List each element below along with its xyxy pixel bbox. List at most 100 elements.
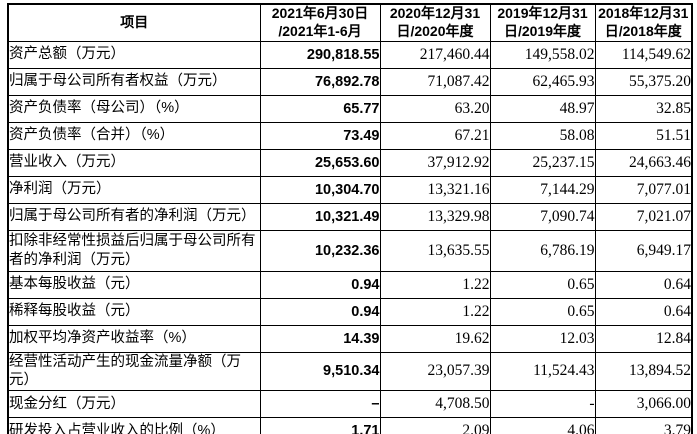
value-2021: 76,892.78 [259,67,381,96]
row-label: 资产负债率（合并）（%） [7,121,261,150]
header-2021: 2021年6月30日 /2021年1-6月 [259,3,381,42]
value-2020: 217,460.44 [379,40,491,69]
value-2021: 10,232.36 [259,229,381,272]
value-2020: 37,912.92 [379,148,491,177]
header-2019-line1: 2019年12月31 [497,5,588,22]
value-2018: 7,021.07 [594,202,693,231]
table-row: 现金分红（万元） – 4,708.50 - 3,066.00 [7,390,693,419]
value-2019: 0.65 [489,297,596,326]
value-2019: 25,237.15 [489,148,596,177]
value-2021: 0.94 [259,297,381,326]
header-item: 项目 [7,3,261,42]
header-2018-line1: 2018年12月31 [598,5,689,22]
table-row: 基本每股收益（元） 0.94 1.22 0.65 0.64 [7,270,693,299]
row-label: 经营性活动产生的现金流量净额（万元） [7,351,261,392]
value-2021: 10,321.49 [259,202,381,231]
value-2018: 0.64 [594,270,693,299]
value-2018: 114,549.62 [594,40,693,69]
row-label: 基本每股收益（元） [7,270,261,299]
financial-summary-table: 项目 2021年6月30日 /2021年1-6月 2020年12月31 日/20… [7,3,693,434]
table-row: 资产负债率（母公司）（%） 65.77 63.20 48.97 32.85 [7,94,693,123]
value-2018: 12.84 [594,324,693,353]
header-2019: 2019年12月31 日/2019年度 [489,3,596,42]
value-2021: 290,818.55 [259,40,381,69]
row-label: 加权平均净资产收益率（%） [7,324,261,353]
value-2021: 65.77 [259,94,381,123]
header-2020-line1: 2020年12月31 [389,5,481,22]
value-2019: 7,090.74 [489,202,596,231]
value-2021: 9,510.34 [259,351,381,392]
value-2020: 71,087.42 [379,67,491,96]
value-2018: 6,949.17 [594,229,693,272]
value-2019: 12.03 [489,324,596,353]
table-row: 归属于母公司所有者的净利润（万元） 10,321.49 13,329.98 7,… [7,202,693,231]
row-label: 净利润（万元） [7,175,261,204]
value-2020: 4,708.50 [379,390,491,419]
header-2020: 2020年12月31 日/2020年度 [379,3,491,42]
value-2019: 6,786.19 [489,229,596,272]
row-label: 归属于母公司所有者权益（万元） [7,67,261,96]
value-2018: 24,663.46 [594,148,693,177]
header-row: 项目 2021年6月30日 /2021年1-6月 2020年12月31 日/20… [7,3,693,42]
row-label: 扣除非经常性损益后归属于母公司所有者的净利润（万元） [7,229,261,272]
value-2021: 10,304.70 [259,175,381,204]
value-2020: 63.20 [379,94,491,123]
value-2021: 73.49 [259,121,381,150]
value-2020: 13,635.55 [379,229,491,272]
value-2020: 13,329.98 [379,202,491,231]
row-label: 现金分红（万元） [7,390,261,419]
value-2018: 7,077.01 [594,175,693,204]
table-row: 净利润（万元） 10,304.70 13,321.16 7,144.29 7,0… [7,175,693,204]
table-row: 扣除非经常性损益后归属于母公司所有者的净利润（万元） 10,232.36 13,… [7,229,693,272]
value-2020: 19.62 [379,324,491,353]
table-row: 研发投入占营业收入的比例（%） 1.71 2.09 4.06 3.79 [7,417,693,434]
value-2019: 62,465.93 [489,67,596,96]
value-2019: 0.65 [489,270,596,299]
value-2018: 32.85 [594,94,693,123]
header-2018-line2: 日/2018年度 [604,22,682,39]
table-row: 资产总额（万元） 290,818.55 217,460.44 149,558.0… [7,40,693,69]
header-2021-line2: /2021年1-6月 [278,22,362,39]
header-2019-line2: 日/2019年度 [503,22,582,39]
value-2021: 0.94 [259,270,381,299]
value-2021: 14.39 [259,324,381,353]
value-2019: 4.06 [489,417,596,434]
value-2018: 0.64 [594,297,693,326]
row-label: 营业收入（万元） [7,148,261,177]
header-2021-line1: 2021年6月30日 [271,5,369,22]
table-row: 经营性活动产生的现金流量净额（万元） 9,510.34 23,057.39 11… [7,351,693,392]
value-2020: 23,057.39 [379,351,491,392]
value-2019: 48.97 [489,94,596,123]
table-row: 加权平均净资产收益率（%） 14.39 19.62 12.03 12.84 [7,324,693,353]
value-2019: 11,524.43 [489,351,596,392]
value-2019: - [489,390,596,419]
header-2018: 2018年12月31 日/2018年度 [594,3,693,42]
table-row: 资产负债率（合并）（%） 73.49 67.21 58.08 51.51 [7,121,693,150]
header-2020-line2: 日/2020年度 [396,22,474,39]
value-2019: 149,558.02 [489,40,596,69]
row-label: 资产总额（万元） [7,40,261,69]
value-2018: 3.79 [594,417,693,434]
value-2018: 13,894.52 [594,351,693,392]
value-2018: 3,066.00 [594,390,693,419]
value-2021: 1.71 [259,417,381,434]
value-2021: 25,653.60 [259,148,381,177]
row-label: 归属于母公司所有者的净利润（万元） [7,202,261,231]
header-item-label: 项目 [120,14,149,30]
value-2020: 2.09 [379,417,491,434]
row-label: 资产负债率（母公司）（%） [7,94,261,123]
value-2021: – [259,390,381,419]
value-2020: 67.21 [379,121,491,150]
table-row: 稀释每股收益（元） 0.94 1.22 0.65 0.64 [7,297,693,326]
value-2020: 1.22 [379,270,491,299]
table-row: 营业收入（万元） 25,653.60 37,912.92 25,237.15 2… [7,148,693,177]
row-label: 研发投入占营业收入的比例（%） [7,417,261,434]
table-row: 归属于母公司所有者权益（万元） 76,892.78 71,087.42 62,4… [7,67,693,96]
value-2019: 7,144.29 [489,175,596,204]
value-2019: 58.08 [489,121,596,150]
value-2018: 51.51 [594,121,693,150]
value-2020: 1.22 [379,297,491,326]
row-label: 稀释每股收益（元） [7,297,261,326]
value-2018: 55,375.20 [594,67,693,96]
